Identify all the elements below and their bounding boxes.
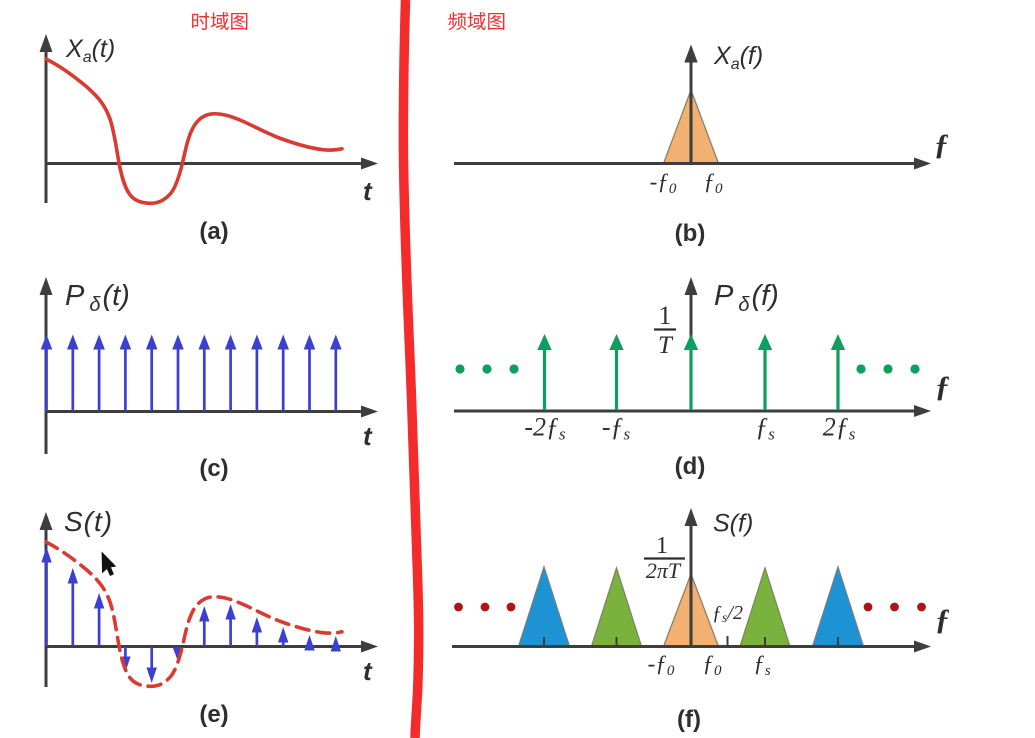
svg-text:ƒ: ƒ [935,370,950,403]
svg-text:ƒ: ƒ [935,603,950,636]
svg-text:Xa(t): Xa(t) [65,35,115,66]
svg-text:1: 1 [659,301,672,330]
svg-text:ƒs/2: ƒs/2 [712,602,743,626]
svg-text:S(t): S(t) [64,506,113,537]
svg-text:1: 1 [656,533,668,559]
svg-text:t: t [363,421,373,451]
svg-text:(c): (c) [199,455,228,482]
svg-text:(a): (a) [199,218,228,245]
svg-text:(d): (d) [675,453,706,480]
svg-text:(b): (b) [675,220,706,247]
svg-text:Xa(f): Xa(f) [713,42,763,73]
svg-text:t: t [363,176,373,206]
svg-text:2πT: 2πT [646,558,682,583]
svg-text:T: T [658,332,674,359]
svg-text:S(f): S(f) [713,510,753,538]
svg-text:Pδ(t): Pδ(t) [65,280,130,316]
svg-text:t: t [363,656,373,686]
svg-text:(f): (f) [677,706,701,733]
svg-text:(e): (e) [199,701,228,728]
svg-text:ƒ: ƒ [934,128,949,161]
